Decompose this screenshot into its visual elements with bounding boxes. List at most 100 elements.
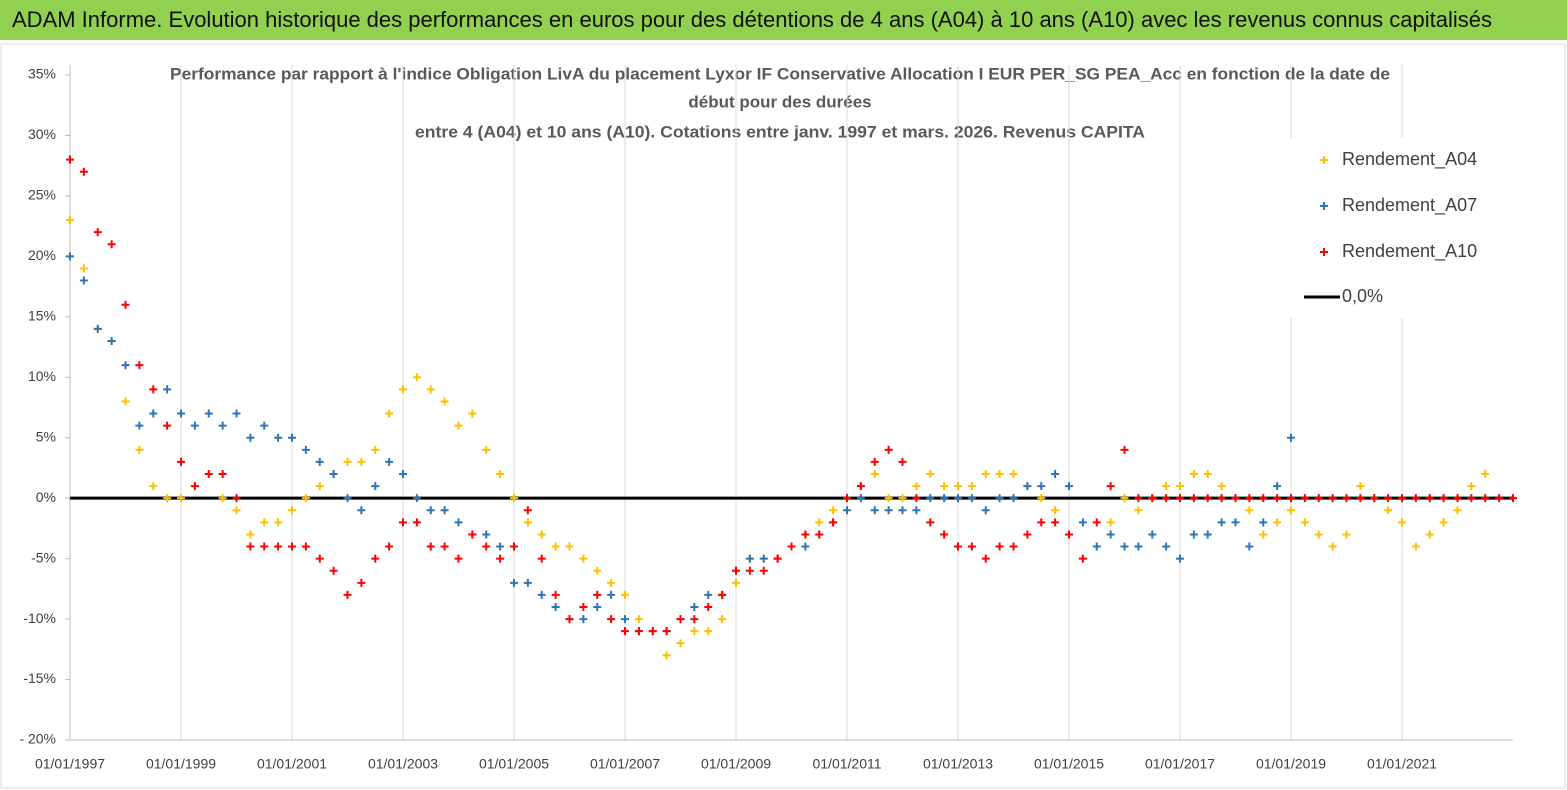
data-point: [551, 590, 560, 599]
data-point: [93, 324, 102, 333]
x-tick-label: 01/01/2011: [812, 756, 881, 772]
y-tick-label: -10%: [23, 610, 56, 626]
data-point: [357, 457, 366, 466]
data-point: [177, 494, 185, 503]
data-point: [426, 542, 435, 551]
x-tick-label: 01/01/1997: [35, 756, 105, 772]
y-tick-label: 5%: [36, 428, 56, 444]
data-point: [66, 252, 74, 261]
data-point: [801, 530, 810, 539]
data-point: [593, 590, 602, 599]
data-point: [1453, 494, 1462, 503]
data-point: [676, 615, 685, 624]
data-point: [634, 627, 643, 636]
data-point: [884, 506, 893, 515]
data-point: [1065, 482, 1073, 491]
data-point: [315, 554, 324, 563]
data-point: [1425, 530, 1434, 539]
data-point: [926, 494, 935, 503]
data-point: [1023, 530, 1032, 539]
legend-label: Rendement_A04: [1342, 149, 1477, 170]
data-point: [135, 421, 144, 430]
data-point: [163, 421, 172, 430]
data-point: [149, 409, 158, 418]
data-point: [385, 409, 394, 418]
data-point: [399, 385, 407, 394]
data-point: [1314, 494, 1323, 503]
x-tick-label: 01/01/2019: [1256, 756, 1326, 772]
chart-title: ADAM Informe. Evolution historique des p…: [12, 7, 1492, 32]
data-point: [204, 470, 213, 478]
data-point: [371, 554, 380, 563]
data-point: [912, 482, 921, 491]
y-tick-label: 30%: [28, 126, 56, 142]
data-point: [884, 445, 893, 454]
data-point: [704, 627, 713, 636]
data-point: [163, 385, 172, 394]
data-point: [718, 615, 727, 624]
data-point: [1481, 494, 1490, 503]
data-point: [79, 276, 88, 285]
data-point: [1120, 542, 1129, 551]
data-point: [135, 361, 144, 370]
data-point: [1134, 506, 1143, 515]
data-point: [232, 409, 241, 418]
data-point: [1384, 494, 1393, 503]
data-point: [1189, 494, 1198, 503]
data-point: [801, 542, 810, 551]
data-point: [954, 482, 962, 491]
data-point: [371, 445, 380, 454]
data-point: [135, 445, 144, 454]
data-point: [551, 542, 560, 551]
data-point: [385, 542, 394, 551]
data-point: [843, 494, 851, 503]
data-point: [856, 494, 865, 503]
data-point: [1439, 494, 1448, 503]
data-point: [1467, 482, 1476, 491]
x-tick-label: 01/01/2005: [479, 756, 549, 772]
data-point: [482, 542, 491, 551]
data-point: [1217, 494, 1226, 503]
legend-label: Rendement_A07: [1342, 195, 1477, 216]
data-point: [121, 300, 130, 309]
data-point: [565, 615, 574, 624]
data-point: [1023, 482, 1032, 491]
data-point: [898, 494, 907, 503]
data-point: [1009, 494, 1018, 503]
data-point: [523, 578, 532, 587]
data-point: [1245, 494, 1254, 503]
data-point: [593, 566, 602, 575]
data-point: [1398, 518, 1406, 527]
y-tick-label: 20%: [28, 247, 56, 263]
data-point: [621, 590, 629, 599]
data-point: [246, 530, 255, 539]
data-point: [357, 578, 366, 587]
data-point: [440, 397, 449, 406]
data-point: [1162, 542, 1171, 551]
legend-label: Rendement_A10: [1342, 241, 1477, 262]
data-point: [1217, 482, 1226, 491]
data-point: [1356, 494, 1365, 503]
data-point: [523, 506, 532, 515]
data-point: [1328, 494, 1337, 503]
legend-marker: [1320, 248, 1328, 256]
data-point: [607, 578, 616, 587]
data-point: [371, 482, 380, 491]
data-point: [454, 554, 463, 563]
data-point: [1092, 518, 1101, 527]
data-point: [1092, 542, 1101, 551]
data-point: [1287, 494, 1295, 503]
data-point: [1273, 518, 1282, 527]
data-point: [759, 566, 768, 575]
data-point: [1009, 542, 1018, 551]
data-point: [1051, 506, 1060, 515]
data-point: [66, 155, 74, 164]
y-tick-label: - 20%: [19, 731, 56, 747]
data-point: [440, 542, 449, 551]
data-point: [1037, 518, 1046, 527]
chart-frame: [0, 43, 1566, 789]
data-point: [1106, 482, 1115, 491]
data-point: [232, 494, 241, 503]
data-point: [995, 542, 1004, 551]
data-point: [1245, 506, 1254, 515]
